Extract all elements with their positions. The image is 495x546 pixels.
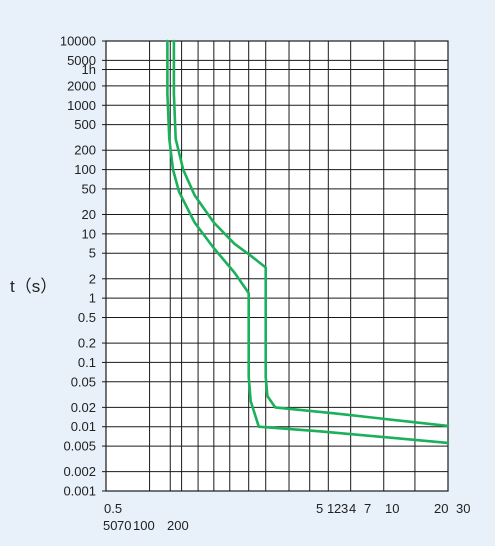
y-tick-label-3: 2000 [67, 78, 96, 93]
y-tick-label-1: 5000 [67, 53, 96, 68]
y-tick-label-22: 0.001 [63, 484, 96, 499]
x-tick-label-r1-8: 20 [434, 501, 448, 516]
y-tick-label-14: 0.5 [78, 310, 96, 325]
x-tick-label-r1-6: 7 [364, 501, 371, 516]
x-tick-label-r1-5: 4 [349, 501, 356, 516]
trip-curve-1 [172, 39, 450, 428]
y-tick-label-11: 5 [89, 246, 96, 261]
x-tick-label-r1-3: 2 [334, 501, 341, 516]
y-tick-label-10: 10 [82, 226, 96, 241]
y-tick-label-7: 100 [74, 162, 96, 177]
curves [166, 39, 450, 445]
x-tick-label-r2-0: 50 [103, 518, 117, 533]
y-tick-label-17: 0.05 [71, 374, 96, 389]
x-tick-labels: 0.5 5 1 2 3 4 7 10 20 30 50 70 100 200 [103, 501, 470, 533]
y-tick-label-0: 10000 [60, 34, 96, 49]
y-tick-label-2: 1h [82, 62, 96, 77]
y-tick-label-8: 50 [82, 181, 96, 196]
x-tick-label-r1-1: 5 [316, 501, 323, 516]
y-tick-label-6: 200 [74, 143, 96, 158]
y-tick-label-15: 0.2 [78, 336, 96, 351]
y-tick-label-18: 0.02 [71, 400, 96, 415]
x-tick-label-r1-4: 3 [341, 501, 348, 516]
plot-area [105, 40, 449, 492]
x-tick-label-r1-7: 10 [385, 501, 399, 516]
y-tick-label-16: 0.1 [78, 355, 96, 370]
x-tick-label-r2-1: 70 [117, 518, 131, 533]
y-axis-label: t（s） [10, 277, 57, 296]
y-tick-label-9: 20 [82, 207, 96, 222]
trip-curve-2 [166, 39, 450, 445]
x-tick-label-r1-0: 0.5 [104, 501, 122, 516]
y-tick-label-4: 1000 [67, 98, 96, 113]
grid [102, 40, 449, 492]
y-tick-label-13: 1 [89, 291, 96, 306]
x-tick-label-r1-2: 1 [327, 501, 334, 516]
y-tick-label-5: 500 [74, 117, 96, 132]
x-tick-label-r2-3: 200 [167, 518, 189, 533]
y-tick-label-21: 0.002 [63, 464, 96, 479]
y-tick-label-12: 2 [89, 271, 96, 286]
x-tick-label-r1-9: 30 [456, 501, 470, 516]
x-tick-label-r2-2: 100 [133, 518, 155, 533]
y-tick-label-20: 0.005 [63, 439, 96, 454]
y-tick-label-19: 0.01 [71, 419, 96, 434]
